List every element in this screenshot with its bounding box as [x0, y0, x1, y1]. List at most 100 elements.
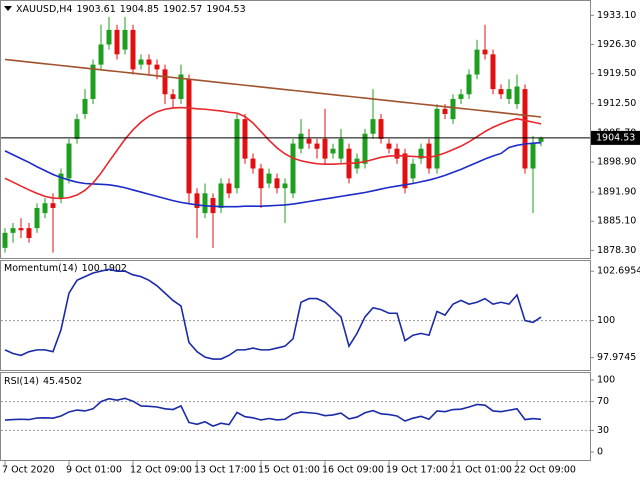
candle-body: [370, 119, 376, 134]
y-tick-label: 30: [597, 425, 609, 436]
candle-body: [250, 158, 256, 169]
y-tick-label: 1885.10: [597, 216, 636, 227]
y-tick-label: 97.9745: [597, 352, 636, 363]
candle-body: [202, 193, 208, 214]
candle-body: [322, 138, 328, 159]
indicator-line: [4, 397, 542, 427]
rsi-header: RSI(14) 45.4502: [4, 376, 82, 387]
candle-body: [18, 228, 24, 231]
candle-body: [226, 183, 232, 194]
moving-average: [4, 106, 542, 200]
momentum-value: 100.1902: [82, 263, 127, 274]
candle-body: [522, 89, 528, 169]
high-value: 1904.85: [120, 4, 159, 15]
candle-body: [106, 29, 112, 45]
candle-body: [418, 148, 424, 159]
y-tick-label: 102.6954: [597, 266, 640, 277]
collapse-icon: [4, 6, 12, 11]
candle-body: [458, 94, 464, 99]
candle-body: [194, 193, 200, 208]
indicator-line: [4, 268, 542, 360]
candle-body: [26, 228, 32, 238]
candle-body: [218, 183, 224, 208]
symbol: XAUUSD,H4: [16, 4, 72, 15]
candle-body: [74, 119, 80, 139]
candle-body: [162, 69, 168, 95]
candle-body: [138, 59, 144, 65]
candle-body: [42, 203, 48, 214]
rsi-title: RSI(14): [4, 376, 39, 387]
candle-body: [242, 119, 248, 159]
candle-body: [274, 178, 280, 189]
low-value: 1902.57: [163, 4, 202, 15]
candle-body: [482, 49, 488, 55]
candle-body: [82, 98, 88, 114]
y-tick-label: 1933.10: [597, 10, 636, 21]
moving-average: [4, 58, 542, 118]
x-tick-label: 7 Oct 2020: [2, 465, 55, 476]
header: XAUUSD,H4 1903.61 1904.85 1902.57 1904.53: [16, 4, 246, 15]
y-tick-label: 1898.90: [597, 157, 636, 168]
candle-body: [66, 143, 72, 179]
y-tick-label: 1878.30: [597, 245, 636, 256]
rsi-frame: [0, 372, 591, 461]
candle-body: [490, 54, 496, 90]
y-tick-label: 100: [597, 315, 615, 326]
y-tick-label: 100: [597, 375, 615, 386]
candle-body: [410, 163, 416, 179]
candle-body: [58, 173, 64, 199]
y-tick-label: 1926.30: [597, 39, 636, 50]
candle-body: [530, 143, 536, 169]
candle-body: [426, 143, 432, 169]
candle-body: [314, 143, 320, 149]
candle-body: [146, 59, 152, 65]
open-value: 1903.61: [76, 4, 115, 15]
x-tick-label: 19 Oct 17:00: [386, 465, 448, 476]
y-tick-label: 70: [597, 396, 609, 407]
rsi-value: 45.4502: [43, 376, 82, 387]
candle-body: [282, 183, 288, 189]
candle-body: [514, 86, 520, 105]
x-tick-label: 15 Oct 01:00: [258, 465, 320, 476]
candle-body: [90, 64, 96, 99]
close-value: 1904.53: [206, 4, 245, 15]
candle-body: [474, 49, 480, 75]
candle-body: [362, 133, 368, 164]
candle-body: [266, 173, 272, 184]
candle-body: [506, 89, 512, 99]
x-tick-label: 12 Oct 09:00: [130, 465, 192, 476]
x-tick-label: 21 Oct 01:00: [450, 465, 512, 476]
y-tick-label: 1891.90: [597, 187, 636, 198]
x-tick-label: 13 Oct 17:00: [194, 465, 256, 476]
candle-body: [498, 89, 504, 95]
y-tick-label: 0: [597, 447, 603, 458]
candle-body: [450, 98, 456, 120]
candle-body: [98, 44, 104, 65]
x-tick-label: 16 Oct 09:00: [322, 465, 384, 476]
candle-body: [394, 148, 400, 159]
momentum-header: Momentum(14) 100.1902: [4, 263, 127, 274]
momentum-frame: [0, 260, 591, 371]
candle-body: [114, 29, 120, 55]
candle-body: [2, 232, 8, 248]
candle-body: [234, 119, 240, 189]
candle-body: [338, 138, 344, 159]
candle-body: [386, 143, 392, 149]
candle-body: [402, 153, 408, 189]
price-label: 1904.53: [596, 132, 635, 143]
candle-body: [34, 207, 40, 229]
candle-body: [330, 148, 336, 154]
x-tick-label: 22 Oct 09:00: [514, 465, 576, 476]
candle-body: [378, 119, 384, 139]
moving-average: [4, 141, 542, 208]
candle-body: [10, 228, 16, 233]
momentum-title: Momentum(14): [4, 263, 78, 274]
candle-body: [290, 143, 296, 194]
main-frame: [0, 0, 591, 259]
candle-body: [170, 94, 176, 99]
candle-body: [538, 137, 544, 142]
candle-body: [122, 29, 128, 50]
candle-body: [50, 203, 56, 208]
